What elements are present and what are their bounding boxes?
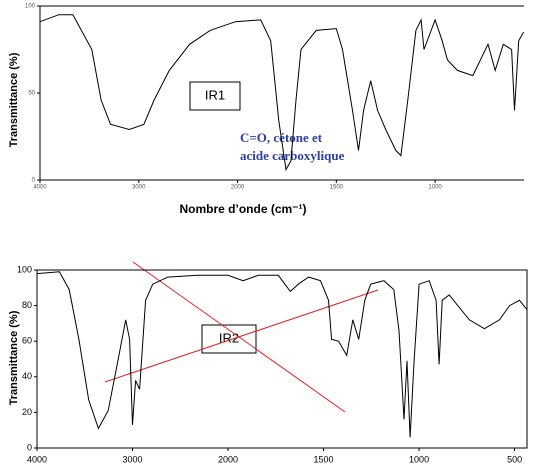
spectrum-line [36,271,527,438]
x-tick-label: 1000 [409,454,429,464]
y-tick-label: 50 [28,91,35,97]
y-tick-label: 100 [17,264,32,274]
x-tick-label: 4000 [33,185,47,191]
y-axis-label: Transmittance (%) [8,52,20,147]
x-tick-label: 2000 [218,454,238,464]
spectrum-line [39,14,525,172]
x-axis-label: Nombre d’onde (cm⁻¹) [179,202,306,216]
x-tick-label: 3000 [123,454,143,464]
label-box [201,324,257,354]
label-box [189,81,241,111]
y-axis-label: Transmittance (%) [8,310,20,405]
x-tick-label: 4000 [27,454,47,464]
x-tick-label: 1000 [428,185,442,191]
y-tick-label: 100 [25,4,36,10]
y-tick-label: 80 [22,300,32,310]
annotation: acide carboxylique [240,148,345,163]
x-tick-label: 500 [507,454,522,464]
annotation: IR1 [205,87,225,102]
y-tick-label: 0 [27,442,32,452]
x-tick-label: 1500 [314,454,334,464]
x-tick-label: 1500 [330,185,344,191]
y-tick-label: 0 [32,178,36,184]
y-tick-label: 60 [22,336,32,346]
x-tick-label: 2000 [231,185,245,191]
y-tick-label: 40 [22,371,32,381]
plot-frame [36,269,528,449]
y-tick-label: 20 [22,407,32,417]
x-tick-label: 3000 [132,185,146,191]
cross-line [104,289,379,383]
